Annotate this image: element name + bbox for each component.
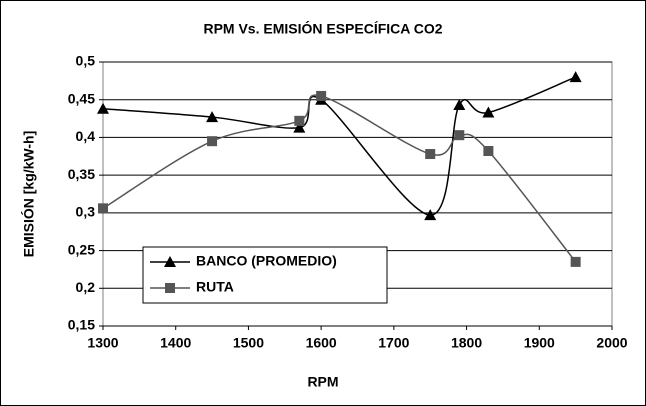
y-tick-label: 0,2 [76,279,96,295]
data-point [569,71,582,83]
chart-title: RPM Vs. EMISIÓN ESPECÍFICA CO2 [203,20,442,37]
y-tick-label: 0,3 [76,204,96,220]
legend [142,246,388,304]
data-point [570,256,581,267]
y-tick-label: 0,45 [68,90,95,106]
x-tick-label: 1700 [378,335,409,351]
legend-label: RUTA [196,279,234,295]
data-point [206,111,219,123]
data-point [207,136,218,147]
x-tick-label: 1800 [451,335,482,351]
data-point [482,106,495,118]
data-point [424,209,437,221]
y-tick-label: 0,4 [76,128,96,144]
x-tick-label: 1400 [160,335,191,351]
series-line [102,76,576,216]
y-tick-label: 0,25 [68,241,95,257]
data-point [316,90,327,101]
data-point [483,146,494,157]
data-point [293,121,306,133]
data-point [97,102,109,114]
y-tick-label: 0,35 [68,166,95,182]
y-tick-label: 0,5 [76,53,96,69]
x-tick-label: 1500 [233,335,264,351]
x-tick-label: 1600 [306,335,337,351]
y-tick-label: 0,15 [68,317,95,333]
legend-label: BANCO (PROMEDIO) [196,253,337,269]
data-point [425,149,436,160]
x-tick-label: 1300 [87,335,118,351]
data-point [454,130,465,141]
legend-marker [165,283,175,293]
x-tick-label: 2000 [596,335,627,351]
legend-marker [164,256,176,267]
data-point [294,115,305,126]
x-axis-label: RPM [307,374,338,390]
x-tick-label: 1900 [524,335,555,351]
y-axis-label: EMISIÓN [kg/kW-h] [20,131,37,258]
data-point [453,98,466,110]
data-point [98,203,108,214]
